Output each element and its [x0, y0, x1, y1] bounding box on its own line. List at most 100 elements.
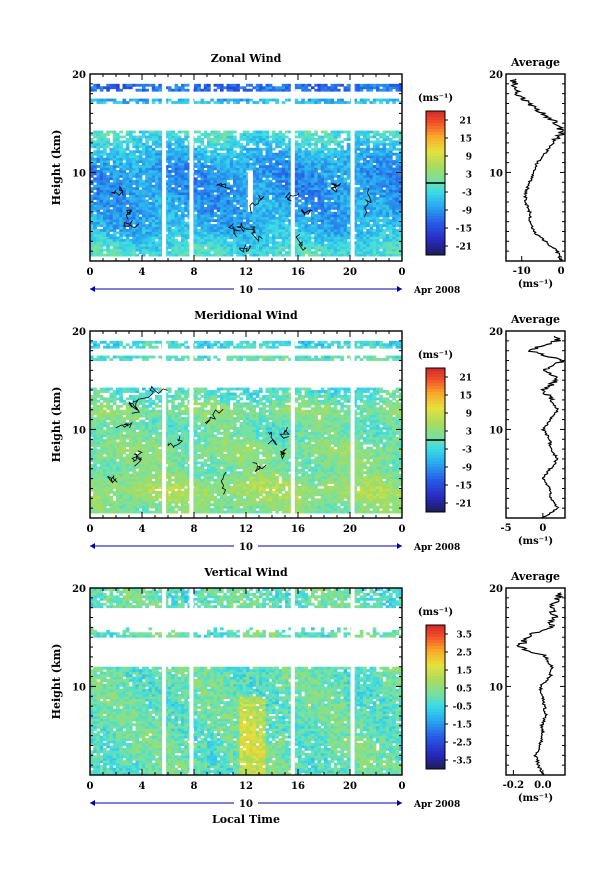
date-bar-arrow-right [397, 286, 402, 292]
average-title: Average [510, 570, 560, 583]
x-tick-label: 8 [191, 524, 198, 535]
contour-line [300, 209, 313, 216]
zero-contours [107, 385, 290, 495]
x-tick-label: 20 [343, 781, 357, 792]
average-x-tick-label: 0.0 [534, 780, 551, 791]
data-gap [290, 588, 295, 775]
panel-title: Vertical Wind [203, 566, 288, 579]
contour-line [295, 233, 307, 251]
contour-line [330, 182, 342, 193]
colorbar: (ms⁻¹) 21 15 9 3 -3 -9 -15 -21 [418, 93, 472, 256]
contour-line [216, 182, 231, 189]
panel-1: 0 4 8 12 16 20 0 10 20 Zonal Wind Height (km) 10 Apr… [50, 52, 566, 296]
heatmap-cells [90, 588, 403, 776]
average-frame [505, 587, 566, 776]
x-tick-label: 0 [87, 267, 94, 278]
colorbar: (ms⁻¹) 21 15 9 3 -3 -9 -15 -21 [418, 350, 472, 513]
contour-line [363, 188, 372, 217]
day-label: 10 [239, 285, 253, 296]
contour-line [167, 436, 184, 448]
colorbar-tick-label: 0.5 [456, 685, 472, 695]
y-axis-label: Height (km) [50, 387, 63, 463]
x-tick-label: 0 [399, 781, 406, 792]
panel-title: Zonal Wind [211, 52, 282, 65]
colorbar-tick-label: -21 [456, 243, 472, 253]
colorbar-tick-label: -9 [462, 207, 472, 217]
average-title: Average [510, 56, 560, 69]
colorbar-tick-label: 9 [466, 153, 472, 163]
x-tick-label: 0 [87, 781, 94, 792]
contour-line [123, 219, 140, 229]
average-x-tick-label: 0 [558, 266, 565, 277]
zero-contours [111, 182, 372, 253]
average-profile: Average -0.2 0.0 10 20 (ms⁻¹) [489, 570, 566, 804]
data-gap [350, 331, 355, 518]
contour-line [111, 185, 124, 196]
colorbar-unit: (ms⁻¹) [418, 93, 453, 104]
average-x-tick-label: -5 [500, 523, 511, 534]
day-label: 10 [239, 799, 253, 810]
date-bar: 10 [90, 283, 402, 296]
day-label: 10 [239, 542, 253, 553]
colorbar-tick-label: 3.5 [456, 631, 472, 641]
y-axis-label: Height (km) [50, 130, 63, 206]
contour-line [250, 226, 263, 242]
date-bar-arrow-right [397, 543, 402, 549]
average-title: Average [510, 313, 560, 326]
average-y-tick-label: 20 [489, 327, 503, 338]
colorbar-tick-label: 9 [466, 410, 472, 420]
contour-line [125, 209, 132, 220]
contour-line [131, 453, 142, 462]
colorbar-tick-label: -15 [456, 482, 472, 492]
axis-ticks [89, 330, 403, 518]
colorbar-tick-label: 3 [466, 171, 472, 181]
contour-line [279, 426, 290, 440]
average-line [509, 78, 566, 262]
colorbar-tick-label: -1.5 [453, 721, 472, 731]
colorbar-tick-label: 15 [459, 135, 472, 145]
contour-line [115, 421, 133, 429]
y-tick-label: 10 [72, 425, 86, 436]
contour-line [228, 223, 240, 238]
contour-line [131, 398, 140, 414]
x-tick-label: 16 [291, 267, 305, 278]
average-y-tick-label: 20 [489, 584, 503, 595]
colorbar-tick-label: -9 [462, 464, 472, 474]
heatmap-cells [90, 340, 403, 514]
colorbar-tick-label: 1.5 [456, 667, 472, 677]
data-gap [350, 588, 355, 775]
colorbar-tick-label: -21 [456, 500, 472, 510]
data-gap [247, 170, 253, 212]
data-gap [189, 331, 194, 518]
average-x-tick-label: -10 [513, 266, 531, 277]
colorbar-tick-label: 3 [466, 428, 472, 438]
panel-title: Meridional Wind [194, 309, 298, 322]
contour-line [134, 450, 143, 467]
colorbar-tick-label: -2.5 [453, 739, 472, 749]
contour-line [239, 244, 252, 253]
colorbar-tick-label: 15 [459, 392, 472, 402]
y-tick-label: 20 [72, 327, 86, 338]
average-x-label: (ms⁻¹) [518, 279, 553, 290]
average-y-tick-label: 20 [489, 70, 503, 81]
data-gap [189, 588, 194, 775]
contour-line [279, 448, 287, 460]
x-tick-label: 12 [239, 524, 253, 535]
average-line [516, 592, 564, 776]
average-line [527, 335, 565, 519]
contour-line [249, 194, 265, 214]
contour-line [252, 462, 267, 472]
x-tick-label: 4 [139, 267, 146, 278]
colorbar-unit: (ms⁻¹) [418, 350, 453, 361]
colorbar-tick-label: -3 [462, 446, 472, 456]
contour-line [107, 475, 118, 484]
colorbar-tick-label: -15 [456, 225, 472, 235]
average-x-tick-label: 0 [539, 523, 546, 534]
data-gap [189, 74, 194, 261]
average-x-label: (ms⁻¹) [518, 536, 553, 547]
average-y-tick-label: 10 [489, 682, 503, 693]
x-tick-label: 0 [87, 524, 94, 535]
x-tick-label: 12 [239, 267, 253, 278]
average-profile: Average -10 0 10 20 (ms⁻¹) [489, 56, 566, 290]
